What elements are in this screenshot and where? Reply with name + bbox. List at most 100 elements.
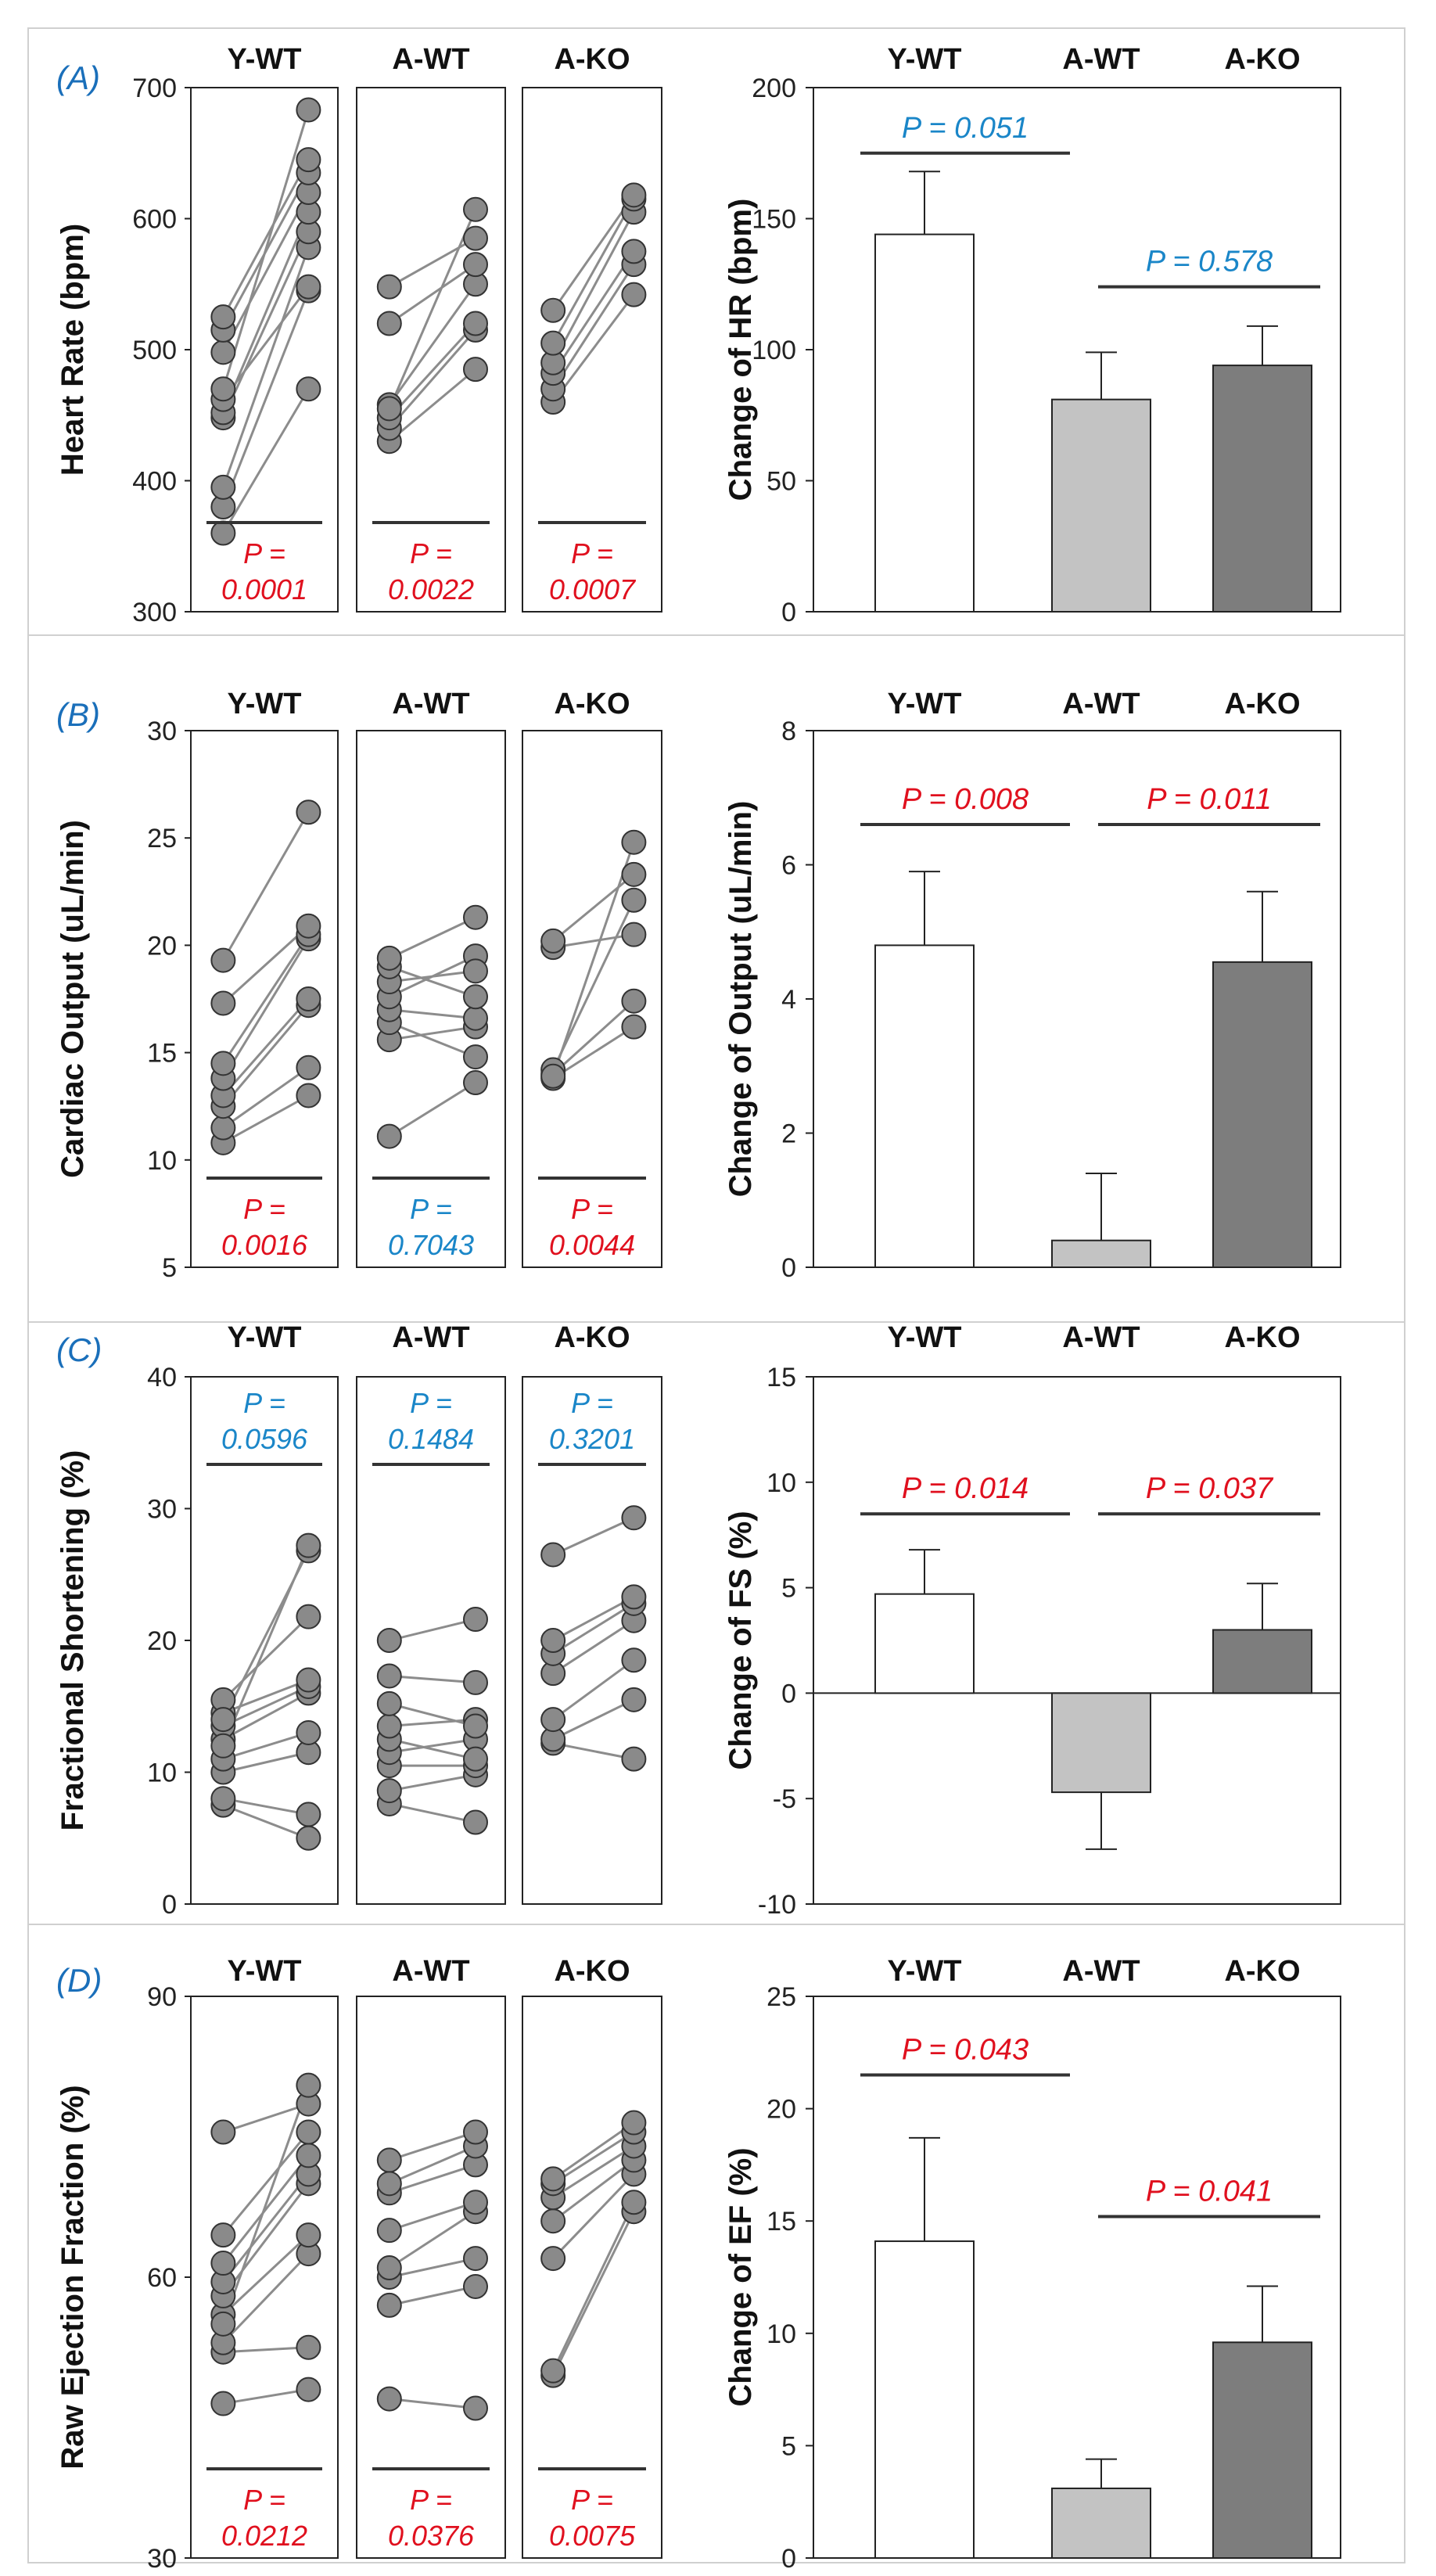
data-point-after	[296, 147, 321, 173]
bar-y-wt	[874, 1593, 975, 1694]
data-point-after	[621, 922, 647, 947]
p-value-number: 0.0016	[221, 1229, 308, 1261]
data-point-after	[621, 1746, 647, 1772]
paired-y-tick-label: 500	[132, 336, 177, 365]
pair-line	[389, 969, 476, 983]
data-point-after	[463, 311, 488, 336]
p-value-number: 0.0596	[221, 1423, 308, 1455]
pair-line	[389, 1026, 476, 1041]
data-point-after	[296, 2377, 321, 2402]
pair-line	[551, 2211, 635, 2377]
pair-line	[389, 1718, 476, 1728]
bar-y-tick-label: 2	[781, 1119, 796, 1149]
data-point-after	[463, 1809, 488, 1835]
bar-y-axis-label: Change of EF (%)	[723, 2147, 758, 2406]
data-point-after	[296, 376, 321, 402]
data-point-before	[540, 1542, 566, 1568]
data-point-after	[296, 1825, 321, 1851]
pair-line	[552, 1000, 635, 1076]
pair-line	[552, 933, 634, 949]
pair-line	[222, 938, 310, 1080]
data-point-after	[621, 182, 647, 208]
data-point-before	[376, 2218, 402, 2244]
data-point-before	[210, 1786, 236, 1812]
comparison-p-value: P = 0.011	[1147, 783, 1272, 816]
pair-line	[222, 1004, 310, 1108]
pair-line	[389, 2398, 476, 2410]
data-point-after	[463, 2190, 488, 2215]
pair-line	[222, 2154, 310, 2264]
pair-line	[222, 2234, 310, 2316]
paired-subpanel-a-ko: A-KO P = 0.0044	[522, 688, 662, 1268]
pair-line	[388, 283, 477, 406]
p-value-number: 0.0007	[549, 573, 637, 605]
paired-y-axis-label: Heart Rate (bpm)	[56, 224, 90, 476]
pair-line	[223, 1751, 309, 1773]
data-point-after	[463, 958, 488, 984]
paired-subpanel-a-ko: A-KO P = 0.0075	[522, 1955, 662, 2559]
data-point-after	[621, 829, 647, 855]
paired-y-axis-label: Fractional Shortening (%)	[56, 1450, 90, 1831]
paired-subpanel-a-wt: A-WT P = 0.7043	[356, 688, 506, 1268]
pair-line	[389, 965, 476, 998]
data-point-before	[376, 2147, 402, 2173]
data-point-before	[540, 2358, 566, 2384]
pair-line	[388, 322, 477, 419]
bar-category-label: A-KO	[1224, 43, 1300, 76]
paired-y-tick-label: 60	[147, 2263, 177, 2293]
paired-y-tick-label: 30	[147, 1495, 177, 1525]
paired-y-tick-label: 0	[162, 1890, 177, 1920]
data-point-after	[621, 1687, 647, 1712]
pair-line	[223, 1797, 309, 1816]
group-header: Y-WT	[228, 1321, 302, 1354]
pair-line	[551, 264, 635, 390]
pair-line	[552, 2159, 635, 2222]
data-point-after	[296, 986, 321, 1011]
group-header: Y-WT	[228, 1955, 302, 1988]
pair-line	[222, 811, 310, 961]
paired-y-tick-label: 700	[132, 74, 177, 103]
bar-y-tick-label: 100	[752, 336, 796, 365]
data-point-after	[463, 196, 488, 222]
pair-line	[552, 2122, 635, 2180]
pair-line	[551, 194, 635, 311]
pair-line	[389, 2201, 476, 2232]
paired-y-tick-label: 20	[147, 931, 177, 961]
bar-y-wt	[874, 944, 975, 1269]
pair-line	[222, 1615, 310, 1701]
paired-y-axis-label: Cardiac Output (uL/min)	[56, 820, 90, 1178]
data-point-after	[463, 357, 488, 383]
data-point-before	[376, 1713, 402, 1739]
group-header: Y-WT	[228, 43, 302, 76]
comparison-p-value: P = 0.051	[902, 112, 1029, 145]
data-point-after	[621, 1505, 647, 1531]
group-header: A-WT	[392, 43, 469, 76]
pair-line	[552, 1698, 635, 1741]
pair-line	[221, 290, 310, 508]
data-point-before	[210, 1115, 236, 1141]
data-point-before	[376, 1123, 402, 1149]
pair-line	[552, 1619, 635, 1675]
paired-subpanel-frame	[522, 1996, 662, 2559]
p-value-number: 0.1484	[388, 1423, 474, 1455]
paired-y-tick-label: 30	[147, 2544, 177, 2574]
paired-y-tick-label: 90	[147, 1982, 177, 2012]
pair-line	[389, 1674, 476, 1684]
bar-category-label: Y-WT	[888, 1321, 962, 1354]
data-point-after	[296, 2334, 321, 2360]
data-point-before	[210, 474, 236, 500]
data-point-before	[210, 947, 236, 973]
paired-subpanel-y-wt: Y-WT P = 0.0596	[190, 1321, 339, 1905]
data-point-before	[376, 1628, 402, 1653]
pair-line	[222, 1804, 309, 1840]
data-point-before	[540, 2246, 566, 2272]
pair-line	[222, 1731, 309, 1761]
pair-line	[551, 211, 635, 364]
data-point-before	[376, 396, 402, 422]
pair-line	[222, 192, 310, 354]
data-point-after	[463, 1607, 488, 1633]
pair-line	[388, 2210, 476, 2269]
p-value-label: P =	[410, 1387, 452, 1419]
pair-line	[221, 2085, 310, 2325]
